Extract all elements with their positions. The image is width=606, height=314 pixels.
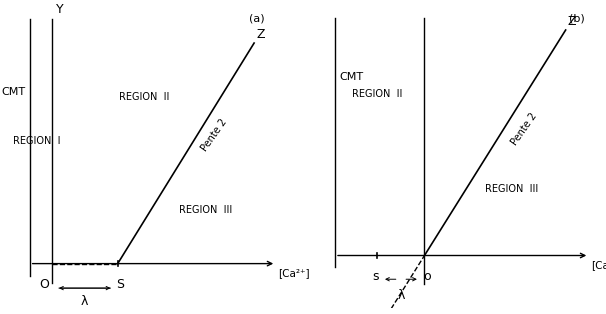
Text: λ: λ — [398, 289, 405, 302]
Text: Pente 2: Pente 2 — [509, 111, 539, 148]
Text: [Ca²⁺]: [Ca²⁺] — [591, 260, 606, 270]
Text: S: S — [116, 278, 124, 291]
Text: REGION  I: REGION I — [13, 136, 60, 146]
Text: o: o — [423, 270, 431, 283]
Text: REGION  III: REGION III — [485, 184, 538, 194]
Text: O: O — [39, 278, 50, 291]
Text: [Ca²⁺]: [Ca²⁺] — [278, 268, 310, 279]
Text: (b): (b) — [568, 14, 584, 24]
Text: (a): (a) — [250, 14, 265, 24]
Text: λ: λ — [81, 295, 88, 308]
Text: REGION  II: REGION II — [119, 92, 169, 102]
Text: Z: Z — [568, 15, 576, 28]
Text: Pente 2: Pente 2 — [199, 117, 228, 153]
Text: CMT: CMT — [340, 73, 364, 83]
Text: CMT: CMT — [1, 87, 25, 97]
Text: Y: Y — [56, 3, 64, 16]
Text: REGION  II: REGION II — [352, 89, 402, 99]
Text: REGION  III: REGION III — [179, 205, 232, 215]
Text: Z: Z — [256, 28, 265, 41]
Text: s: s — [372, 270, 378, 283]
